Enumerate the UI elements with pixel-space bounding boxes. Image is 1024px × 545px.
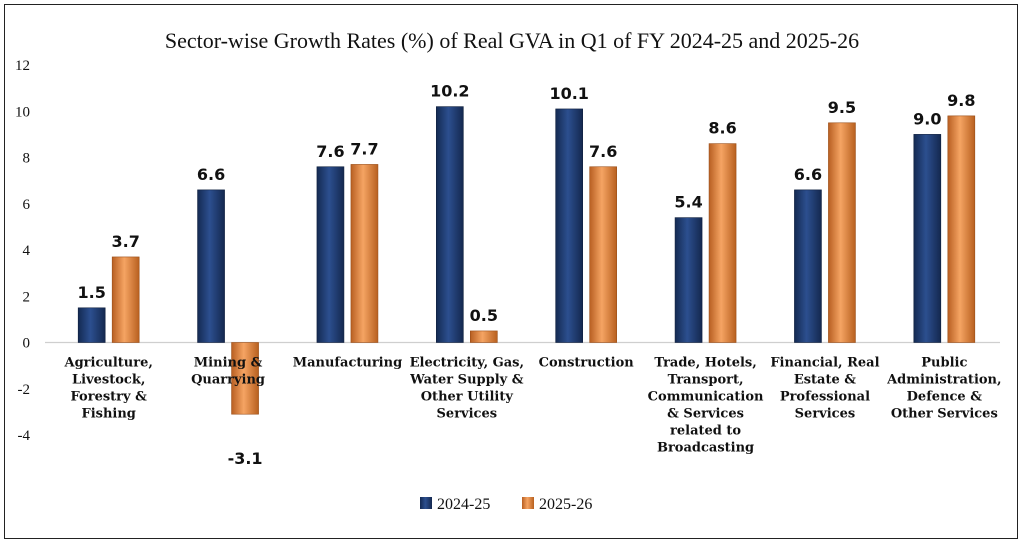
category-label-line: related to bbox=[670, 424, 741, 439]
bar-2025-26 bbox=[589, 166, 617, 343]
category-label-line: Other Utility bbox=[421, 390, 514, 405]
category-label-line: Trade, Hotels, bbox=[654, 356, 756, 371]
category-label-line: Agriculture, bbox=[64, 356, 153, 371]
data-label: 9.5 bbox=[828, 98, 856, 117]
category-label-line: Manufacturing bbox=[293, 356, 402, 371]
category-label-line: Mining & bbox=[194, 356, 263, 371]
data-label: 1.5 bbox=[78, 283, 106, 302]
category-label-line: Construction bbox=[539, 356, 635, 371]
data-label: 10.2 bbox=[430, 82, 469, 101]
legend-label: 2024-25 bbox=[437, 496, 490, 513]
category-label-line: Fishing bbox=[81, 407, 135, 422]
category-label-line: Electricity, Gas, bbox=[410, 356, 524, 371]
bar-2025-26 bbox=[111, 256, 140, 343]
bar-2024-25 bbox=[913, 134, 942, 343]
bar-2025-26 bbox=[350, 164, 379, 343]
bar-2024-25 bbox=[674, 217, 703, 343]
chart-title: Sector-wise Growth Rates (%) of Real GVA… bbox=[164, 28, 860, 53]
category-label-line: & Services bbox=[667, 407, 744, 422]
category-label-line: Professional bbox=[780, 390, 870, 405]
legend-label: 2025-26 bbox=[539, 496, 592, 513]
bar-2025-26 bbox=[947, 115, 976, 343]
bar-2024-25 bbox=[316, 166, 345, 343]
data-label: 9.0 bbox=[913, 109, 941, 128]
category-label-line: Broadcasting bbox=[657, 441, 754, 456]
category-label: Agriculture, Livestock, Forestry & Fishing bbox=[64, 356, 153, 422]
category-label-line: Administration, bbox=[886, 373, 1001, 388]
category-label: Public Administration, Defence & Other Serv… bbox=[886, 356, 1001, 422]
data-label: 10.1 bbox=[549, 84, 588, 103]
category-label: Manufacturing bbox=[293, 356, 402, 371]
bar-2024-25 bbox=[555, 108, 583, 343]
legend-swatch-2024-25 bbox=[420, 497, 432, 509]
category-label-line: Defence & bbox=[907, 390, 983, 405]
category-label: Electricity, Gas, Water Supply & Other Uti… bbox=[409, 356, 524, 422]
bar-2024-25 bbox=[197, 189, 225, 343]
bar-2024-25 bbox=[77, 307, 106, 343]
category-label-line: Water Supply & bbox=[409, 373, 524, 388]
data-label: 9.8 bbox=[947, 91, 975, 110]
data-label: 7.7 bbox=[350, 139, 378, 158]
y-tick-label: 2 bbox=[23, 289, 31, 305]
bar-2024-25 bbox=[436, 106, 464, 343]
category-label-line: Financial, Real bbox=[770, 356, 879, 371]
category-label-line: Services bbox=[437, 407, 498, 422]
y-tick-label: 12 bbox=[15, 58, 30, 74]
category-label-line: Forestry & bbox=[71, 390, 148, 405]
category-label-line: Livestock, bbox=[72, 373, 145, 388]
y-tick-label: -2 bbox=[18, 382, 31, 398]
data-label: 3.7 bbox=[112, 232, 140, 251]
y-tick-label: 6 bbox=[23, 197, 31, 213]
data-label: 6.6 bbox=[197, 165, 225, 184]
category-label: Mining & Quarrying bbox=[191, 356, 265, 388]
category-label: Trade, Hotels, Transport, Communication & S… bbox=[648, 356, 764, 456]
data-label: -3.1 bbox=[228, 449, 263, 468]
legend-swatch-2025-26 bbox=[522, 497, 534, 509]
category-label: Construction bbox=[539, 356, 635, 371]
data-label: 0.5 bbox=[470, 306, 498, 325]
data-label: 7.6 bbox=[316, 142, 344, 161]
category-label-line: Estate & bbox=[794, 373, 856, 388]
bar-2024-25 bbox=[794, 189, 822, 343]
y-tick-label: 8 bbox=[23, 151, 31, 167]
y-tick-label: 4 bbox=[23, 243, 31, 259]
category-label-line: Other Services bbox=[891, 407, 998, 422]
data-label: 8.6 bbox=[708, 119, 736, 138]
category-label-line: Communication bbox=[648, 390, 764, 405]
bar-2025-26 bbox=[828, 122, 856, 343]
y-tick-label: 0 bbox=[23, 336, 31, 352]
category-label-line: Services bbox=[795, 407, 856, 422]
data-label: 7.6 bbox=[589, 142, 617, 161]
data-label: 5.4 bbox=[674, 193, 702, 212]
bar-2025-26 bbox=[231, 342, 259, 415]
category-label-line: Quarrying bbox=[191, 373, 265, 388]
bar-2025-26 bbox=[470, 330, 498, 343]
y-tick-label: -4 bbox=[18, 428, 31, 444]
category-label-line: Transport, bbox=[668, 373, 744, 388]
bar-2025-26 bbox=[708, 143, 737, 343]
category-label: Financial, Real Estate & Professional Servi… bbox=[770, 356, 879, 422]
data-label: 6.6 bbox=[794, 165, 822, 184]
category-label-line: Public bbox=[921, 356, 967, 371]
y-tick-label: 10 bbox=[15, 104, 30, 120]
